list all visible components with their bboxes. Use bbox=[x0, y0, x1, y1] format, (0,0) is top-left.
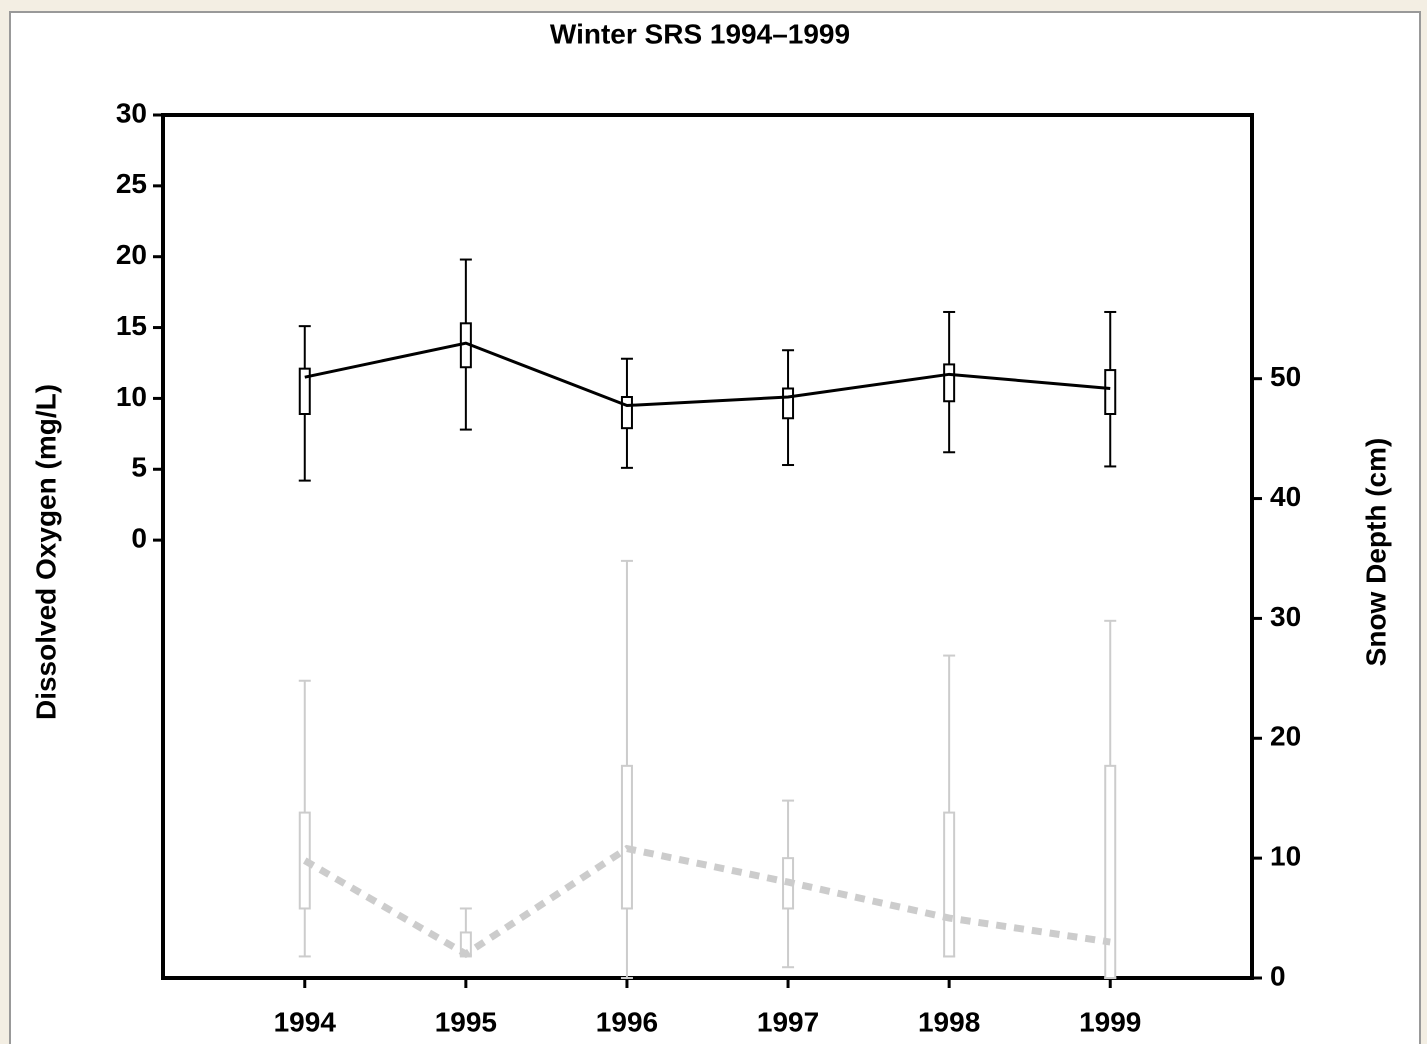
y-tick-label: 5 bbox=[131, 452, 147, 483]
y-tick-label: 0 bbox=[131, 523, 147, 554]
series-line bbox=[304, 341, 1111, 408]
x-tick-label: 1994 bbox=[274, 1006, 337, 1037]
box bbox=[943, 363, 956, 403]
box bbox=[1104, 764, 1117, 979]
x-tick-label: 1995 bbox=[435, 1006, 497, 1037]
box bbox=[782, 387, 795, 420]
y2-tick-label: 30 bbox=[1270, 601, 1301, 632]
x-tick-label: 1999 bbox=[1079, 1006, 1141, 1037]
y-axis-label: Dissolved Oxygen (mg/L) bbox=[30, 384, 61, 720]
y-tick-label: 10 bbox=[116, 381, 147, 412]
box bbox=[298, 367, 311, 416]
y2-tick-label: 20 bbox=[1270, 721, 1301, 752]
box bbox=[943, 811, 956, 958]
x-tick-label: 1998 bbox=[918, 1006, 980, 1037]
x-tick-label: 1996 bbox=[596, 1006, 658, 1037]
y2-tick-label: 10 bbox=[1270, 841, 1301, 872]
y-tick-label: 15 bbox=[116, 310, 147, 341]
y2-axis-label: Snow Depth (cm) bbox=[1360, 438, 1391, 667]
y2-tick-label: 50 bbox=[1270, 361, 1301, 392]
box bbox=[620, 764, 633, 910]
x-tick-label: 1997 bbox=[757, 1006, 819, 1037]
y2-tick-label: 0 bbox=[1270, 960, 1286, 991]
y-tick-label: 30 bbox=[116, 97, 147, 128]
box bbox=[1104, 369, 1117, 416]
chart-title: Winter SRS 1994–1999 bbox=[550, 18, 850, 49]
panel bbox=[9, 11, 1421, 1044]
y-tick-label: 25 bbox=[116, 168, 147, 199]
y-tick-label: 20 bbox=[116, 239, 147, 270]
plot-frame bbox=[161, 113, 1254, 980]
box bbox=[620, 395, 633, 430]
y2-tick-label: 40 bbox=[1270, 481, 1301, 512]
